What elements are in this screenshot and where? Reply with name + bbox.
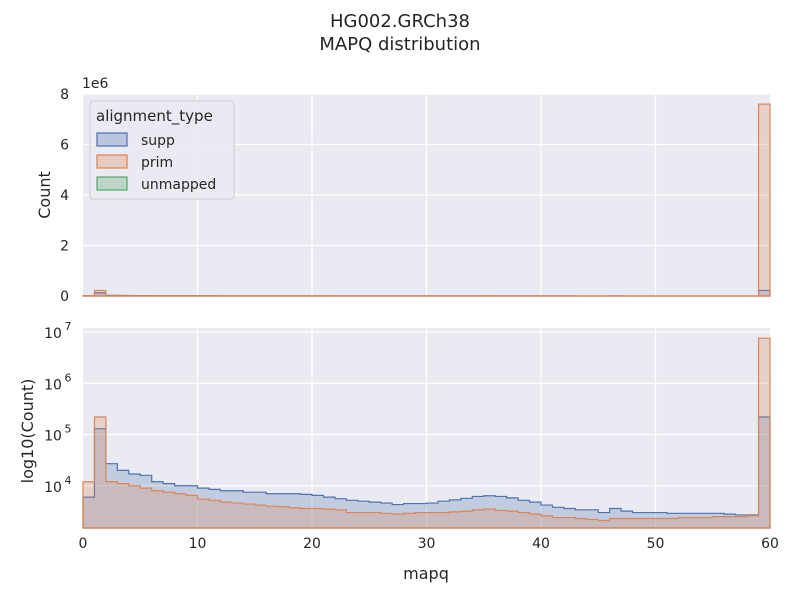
x-tick-label: 0 [79, 536, 88, 552]
legend: alignment_type supp prim unmapped [89, 100, 235, 200]
legend-label-supp: supp [141, 133, 175, 149]
legend-swatch-unmapped [96, 176, 128, 191]
x-tick-label: 30 [418, 536, 436, 552]
top-y-tick-label: 0 [60, 289, 69, 305]
top-panel: 0 2 4 6 8 1e6 Count alignment_type supp prim… [35, 76, 771, 305]
legend-title: alignment_type [96, 107, 213, 126]
legend-swatch-supp [96, 132, 128, 147]
bottom-series-prim [82, 337, 771, 529]
legend-swatch-prim [96, 154, 128, 169]
legend-label-unmapped: unmapped [141, 177, 216, 193]
x-tick-label: 50 [647, 536, 665, 552]
top-y-tick-label: 2 [60, 239, 69, 255]
x-tick-label: 60 [761, 536, 779, 552]
x-tick-label: 10 [189, 536, 207, 552]
chart-title-line1: HG002.GRCh38 [330, 11, 470, 32]
legend-label-prim: prim [141, 155, 173, 171]
bottom-y-tick-base: 10 [44, 429, 62, 445]
bottom-y-tick-exponent: 5 [65, 423, 72, 436]
top-y-tick-label: 4 [60, 188, 69, 204]
bottom-y-tick-base: 10 [44, 377, 62, 393]
top-series-prim [82, 103, 771, 297]
bottom-y-tick-exponent: 6 [65, 371, 72, 384]
bottom-y-tick-base: 10 [44, 480, 62, 496]
bottom-y-tick-exponent: 4 [65, 474, 72, 487]
bottom-y-tick-base: 10 [44, 326, 62, 342]
x-tick-label: 40 [532, 536, 550, 552]
bottom-y-tick-exponent: 7 [65, 320, 72, 333]
top-y-tick-label: 8 [60, 87, 69, 103]
x-tick-label: 20 [303, 536, 321, 552]
x-axis-label: mapq [403, 564, 449, 583]
chart-title-line2: MAPQ distribution [319, 34, 480, 55]
bottom-y-axis-label: log10(Count) [18, 379, 37, 484]
top-offset-label: 1e6 [82, 76, 109, 92]
top-y-axis-label: Count [35, 171, 54, 219]
legend-frame [89, 100, 235, 200]
bottom-series-supp [82, 416, 771, 529]
top-y-tick-label: 6 [60, 138, 69, 154]
